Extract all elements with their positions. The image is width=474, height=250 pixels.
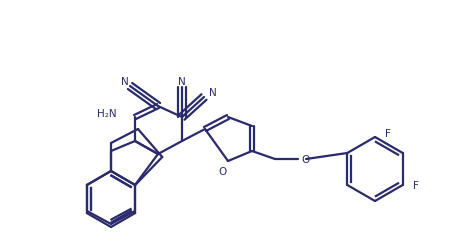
Text: F: F bbox=[385, 128, 391, 138]
Text: H₂N: H₂N bbox=[97, 108, 117, 118]
Text: N: N bbox=[178, 77, 186, 87]
Text: O: O bbox=[219, 166, 227, 176]
Text: N: N bbox=[209, 88, 217, 98]
Text: N: N bbox=[121, 77, 129, 87]
Text: O: O bbox=[301, 154, 309, 164]
Text: F: F bbox=[413, 180, 419, 190]
